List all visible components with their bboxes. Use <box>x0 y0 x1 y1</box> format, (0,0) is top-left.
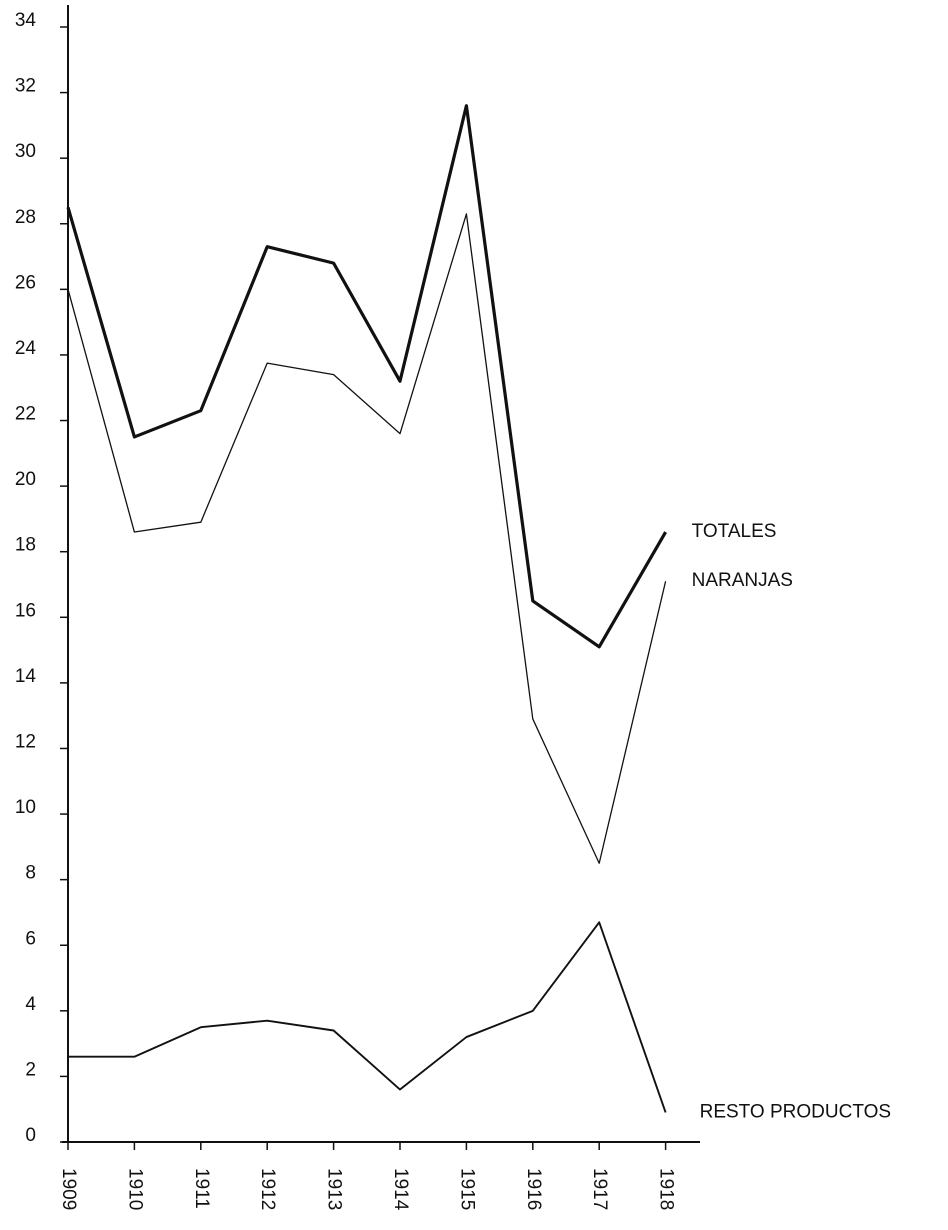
y-tick-label: 2 <box>25 1059 36 1080</box>
x-tick-label: 1913 <box>324 1168 345 1210</box>
x-tick-label: 1916 <box>523 1168 544 1210</box>
y-tick-label: 30 <box>15 141 36 162</box>
y-tick-label: 32 <box>15 76 36 97</box>
y-tick-label: 18 <box>15 535 36 556</box>
series-line <box>67 213 667 864</box>
x-tick-label: 1918 <box>656 1168 677 1210</box>
x-tick-label: 1914 <box>390 1168 411 1211</box>
series-label: RESTO PRODUCTOS <box>700 1102 891 1123</box>
x-tick-label: 1912 <box>257 1168 278 1210</box>
y-tick-label: 14 <box>15 666 37 687</box>
series-line <box>68 921 667 1113</box>
series-label: NARANJAS <box>692 570 793 591</box>
y-tick-label: 8 <box>25 863 36 884</box>
y-tick-label: 22 <box>15 404 36 425</box>
y-tick-label: 24 <box>15 338 37 359</box>
x-tick-label: 1909 <box>58 1168 79 1210</box>
x-tick-label: 1915 <box>456 1168 477 1210</box>
y-tick-label: 4 <box>25 994 36 1015</box>
x-tick-label: 1917 <box>589 1168 610 1210</box>
y-tick-label: 6 <box>25 928 36 949</box>
y-tick-label: 26 <box>15 272 36 293</box>
series-label: TOTALES <box>692 521 777 542</box>
y-tick-label: 20 <box>15 469 36 490</box>
x-tick-label: 1910 <box>124 1168 145 1210</box>
x-tick-label: 1911 <box>191 1168 212 1209</box>
y-tick-label: 34 <box>15 10 37 31</box>
y-tick-label: 0 <box>25 1125 36 1146</box>
series-line <box>66 104 667 649</box>
y-tick-label: 16 <box>15 600 36 621</box>
y-tick-label: 28 <box>15 207 36 228</box>
y-tick-label: 10 <box>15 797 36 818</box>
y-tick-label: 12 <box>15 731 36 752</box>
